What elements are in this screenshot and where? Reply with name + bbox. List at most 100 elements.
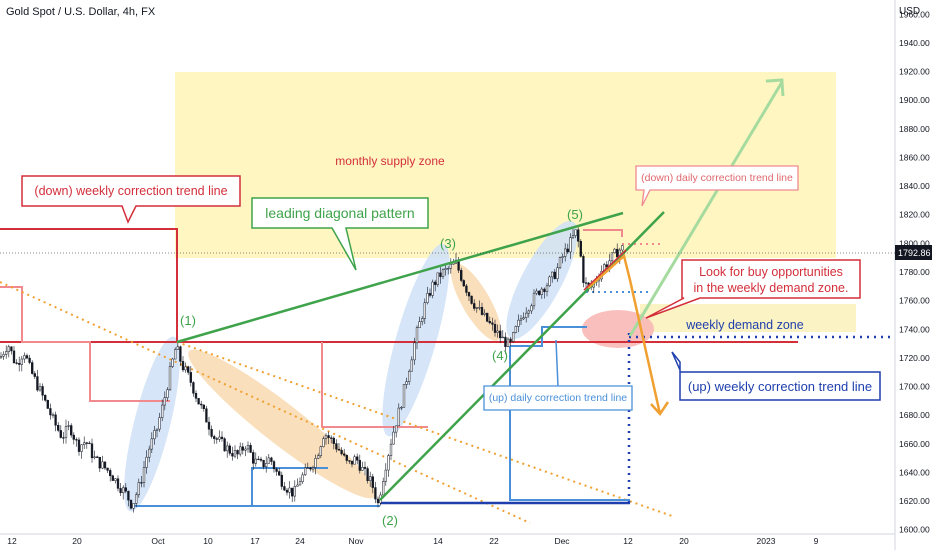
candle-body xyxy=(127,490,130,501)
candle-body xyxy=(67,425,70,427)
candle-body xyxy=(231,453,234,457)
down-weekly-callout: (down) weekly correction trend line xyxy=(21,175,241,224)
svg-text:Look for buy opportunities: Look for buy opportunities xyxy=(699,265,843,279)
candle-body xyxy=(7,346,10,352)
candle-body xyxy=(244,448,247,451)
candle-body xyxy=(311,467,315,470)
candle-body xyxy=(93,456,96,459)
wave-5-label: (5) xyxy=(567,207,583,222)
buy-opportunities-callout: Look for buy opportunities in the weekly… xyxy=(645,259,861,319)
candle-body xyxy=(41,386,44,396)
candle-body xyxy=(449,264,452,269)
candle-body xyxy=(298,481,302,486)
candle-body xyxy=(129,499,133,509)
candle-body xyxy=(12,350,16,363)
price-tick-label: 1760.00 xyxy=(899,296,930,306)
price-tick-label: 1720.00 xyxy=(899,353,930,363)
candle-body xyxy=(109,470,112,477)
candle-body xyxy=(517,319,520,327)
candle-body xyxy=(171,358,174,367)
candle-body xyxy=(179,346,182,362)
candle-body xyxy=(530,305,533,312)
price-tick-label: 1860.00 xyxy=(899,152,930,162)
candle-body xyxy=(395,425,398,433)
candle-body xyxy=(447,268,450,270)
candle-body xyxy=(465,285,468,293)
candle-body xyxy=(353,456,356,465)
candle-body xyxy=(5,351,8,355)
candle-body xyxy=(504,336,507,347)
time-tick-label: 14 xyxy=(433,536,443,546)
candle-body xyxy=(514,326,517,333)
candle-body xyxy=(10,346,13,352)
candle-body xyxy=(213,436,216,439)
price-tick-label: 1840.00 xyxy=(899,181,930,191)
candle-body xyxy=(77,439,81,452)
last-price-badge xyxy=(895,245,932,260)
candle-body xyxy=(31,362,34,374)
candle-body xyxy=(475,307,478,309)
candle-body xyxy=(215,438,218,440)
candle-body xyxy=(166,389,169,398)
candle-body xyxy=(106,467,109,471)
up-weekly-callout: (up) weekly correction trend line xyxy=(671,351,881,401)
candle-body xyxy=(90,443,94,459)
candle-body xyxy=(33,373,36,377)
candle-body xyxy=(62,437,65,439)
candle-body xyxy=(28,357,31,363)
candle-body xyxy=(410,359,413,372)
candle-body xyxy=(228,445,231,454)
candle-body xyxy=(551,271,554,278)
candle-body xyxy=(371,476,374,488)
time-tick-label: 12 xyxy=(7,536,17,546)
candle-body xyxy=(98,456,101,469)
candle-body xyxy=(621,245,624,251)
candle-body xyxy=(400,407,403,409)
leading-diagonal-lower xyxy=(379,211,665,501)
candle-body xyxy=(246,445,250,450)
candle-body xyxy=(218,436,221,440)
time-tick-label: Oct xyxy=(151,536,165,546)
projection-arrow xyxy=(628,81,784,337)
candle-body xyxy=(558,257,562,269)
candle-body xyxy=(467,292,471,297)
candle-body xyxy=(38,386,42,391)
wave-2-label: (2) xyxy=(382,513,398,528)
up-daily-callout: (up) daily correction trend line xyxy=(483,385,633,411)
candle-body xyxy=(283,486,286,491)
candle-body xyxy=(122,487,125,494)
candle-body xyxy=(223,438,226,452)
candle-body xyxy=(405,381,408,385)
time-tick-label: 10 xyxy=(203,536,213,546)
price-tick-label: 1740.00 xyxy=(899,324,930,334)
candle-body xyxy=(163,397,166,406)
candle-body xyxy=(545,285,549,292)
candle-body xyxy=(444,268,447,270)
price-tick-label: 1800.00 xyxy=(899,238,930,248)
candle-body xyxy=(137,482,140,496)
time-tick-label: 22 xyxy=(489,536,499,546)
price-tick-label: 1960.00 xyxy=(899,9,930,19)
candle-body xyxy=(314,458,317,468)
candle-body xyxy=(571,235,575,238)
candle-body xyxy=(200,403,203,406)
candle-body xyxy=(197,398,200,405)
svg-text:leading diagonal pattern: leading diagonal pattern xyxy=(265,205,414,221)
candle-body xyxy=(441,269,445,277)
candle-body xyxy=(153,430,156,440)
candle-body xyxy=(80,444,83,452)
candle-body xyxy=(239,446,242,455)
candle-body xyxy=(259,458,263,461)
candle-body xyxy=(184,366,187,371)
candle-body xyxy=(265,463,268,468)
candle-body xyxy=(527,310,530,314)
candle-body xyxy=(613,248,616,253)
svg-text:(down) weekly correction trend: (down) weekly correction trend line xyxy=(34,184,227,198)
candle-body xyxy=(561,256,564,258)
candle-body xyxy=(288,487,291,493)
candle-body xyxy=(75,439,78,441)
candle-body xyxy=(548,276,551,287)
candle-body xyxy=(470,295,473,304)
candle-body xyxy=(319,446,322,456)
